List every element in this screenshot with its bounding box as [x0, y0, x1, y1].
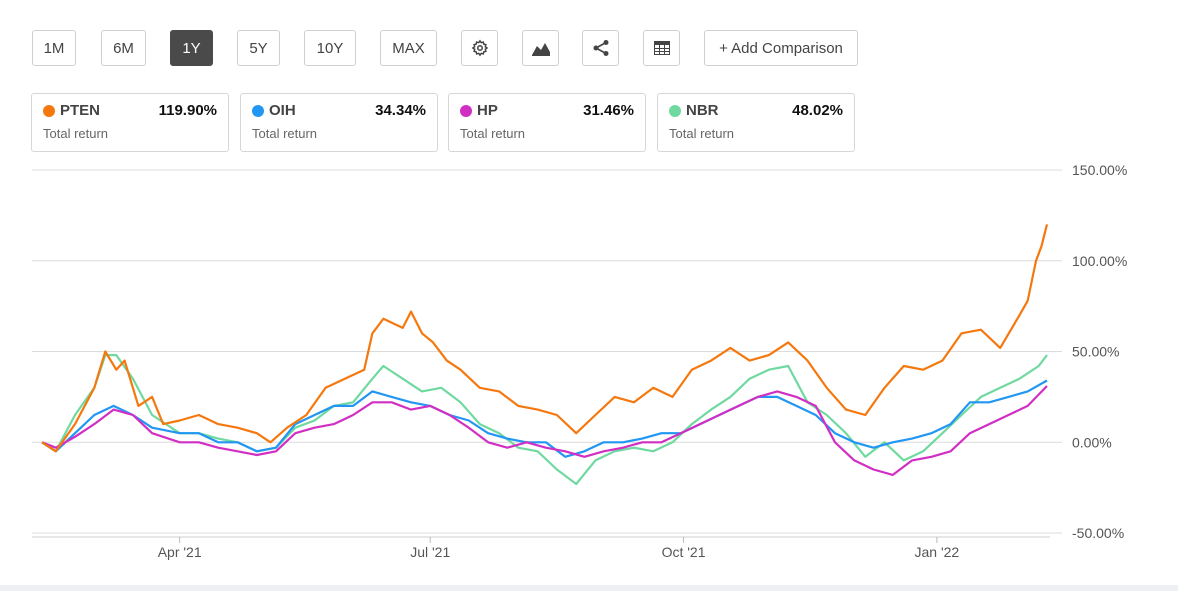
- gear-icon: [471, 39, 488, 57]
- x-tick-label: Jul '21: [410, 544, 450, 560]
- settings-button[interactable]: [461, 30, 498, 66]
- chart-series: [41, 224, 1049, 486]
- y-axis: 150.00% 100.00% 50.00% 0.00% -50.00%: [1072, 162, 1127, 541]
- series-symbol: HP: [477, 102, 498, 119]
- series-line-pten: [41, 224, 1049, 453]
- chart-type-button[interactable]: [522, 30, 559, 66]
- y-tick-label: 0.00%: [1072, 434, 1112, 450]
- chart-grid: [32, 169, 1062, 534]
- series-card-nbr[interactable]: NBR 48.02% Total return: [657, 93, 855, 152]
- total-return-chart: 150.00% 100.00% 50.00% 0.00% -50.00% Apr '21…: [32, 162, 1127, 560]
- table-view-button[interactable]: [643, 30, 680, 66]
- page-footer-strip: [0, 585, 1178, 591]
- period-1m-button[interactable]: 1M: [32, 30, 76, 66]
- series-return-value: 119.90%: [158, 102, 217, 119]
- series-color-dot: [460, 105, 472, 117]
- series-color-dot: [43, 105, 55, 117]
- y-tick-label: 50.00%: [1072, 344, 1119, 360]
- share-button[interactable]: [582, 30, 619, 66]
- x-tick-label: Apr '21: [158, 544, 202, 560]
- period-10y-button[interactable]: 10Y: [304, 30, 356, 66]
- series-return-label: Total return: [252, 126, 318, 141]
- x-tick-label: Jan '22: [915, 544, 960, 560]
- period-6m-button[interactable]: 6M: [101, 30, 146, 66]
- y-tick-label: -50.00%: [1072, 525, 1124, 541]
- toolbar: 1M 6M 1Y 5Y 10Y MAX: [0, 0, 1178, 80]
- period-5y-button[interactable]: 5Y: [237, 30, 280, 66]
- series-return-value: 48.02%: [792, 102, 843, 119]
- period-max-button[interactable]: MAX: [380, 30, 437, 66]
- series-symbol: PTEN: [60, 102, 101, 119]
- series-card-pten[interactable]: PTEN 119.90% Total return: [31, 93, 229, 152]
- share-icon: [593, 40, 608, 56]
- series-return-value: 31.46%: [583, 102, 634, 119]
- series-line-oih: [41, 379, 1048, 458]
- chart-type-icon: [531, 43, 550, 56]
- series-card-oih[interactable]: OIH 34.34% Total return: [240, 93, 438, 152]
- add-comparison-button[interactable]: + Add Comparison: [704, 30, 858, 66]
- series-return-label: Total return: [43, 126, 109, 141]
- x-tick-label: Oct '21: [662, 544, 706, 560]
- series-color-dot: [669, 105, 681, 117]
- y-tick-label: 150.00%: [1072, 162, 1127, 178]
- series-symbol: OIH: [269, 102, 296, 119]
- series-symbol: NBR: [686, 102, 719, 119]
- series-card-hp[interactable]: HP 31.46% Total return: [448, 93, 646, 152]
- table-icon: [653, 41, 670, 55]
- series-return-label: Total return: [669, 126, 735, 141]
- series-return-label: Total return: [460, 126, 526, 141]
- series-line-hp: [41, 385, 1048, 476]
- series-color-dot: [252, 105, 264, 117]
- y-tick-label: 100.00%: [1072, 253, 1127, 269]
- period-1y-button[interactable]: 1Y: [170, 30, 213, 66]
- x-axis: Apr '21 Jul '21 Oct '21 Jan '22: [32, 536, 1050, 560]
- series-return-value: 34.34%: [375, 102, 426, 119]
